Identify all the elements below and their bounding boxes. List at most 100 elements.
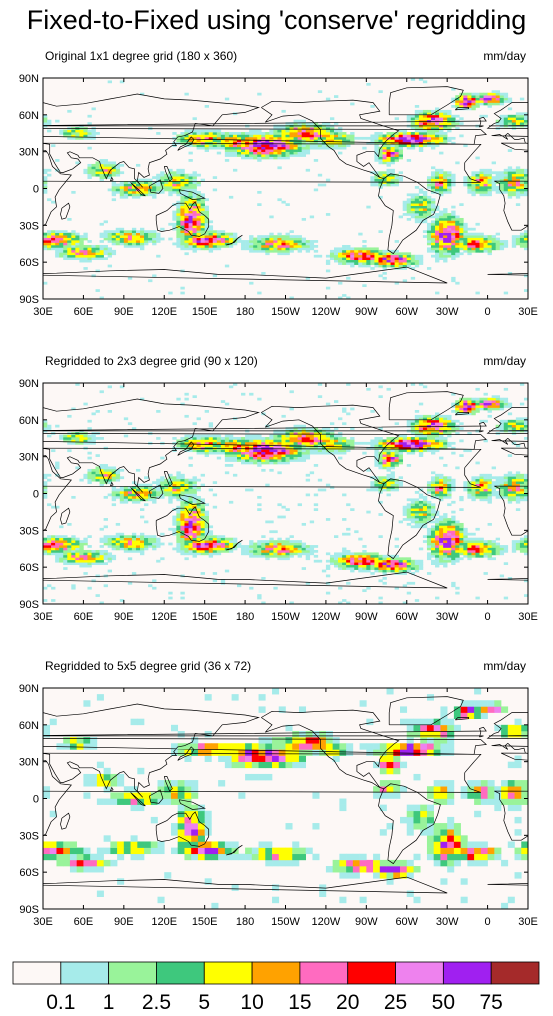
precip-cell	[386, 149, 391, 152]
precip-cell	[257, 151, 262, 155]
precip-cell	[305, 554, 311, 558]
precip-cell	[350, 139, 355, 143]
precip-cell	[172, 215, 177, 219]
precip-cell	[261, 554, 266, 558]
precip-cell	[487, 190, 492, 194]
precip-cell	[499, 574, 505, 578]
precip-cell	[75, 466, 80, 470]
precip-cell	[200, 203, 205, 206]
precip-cell	[503, 168, 509, 172]
precip-cell	[71, 537, 76, 541]
precip-cell	[422, 498, 428, 502]
precip-cell	[228, 542, 234, 546]
precip-cell	[523, 491, 528, 494]
precip-cell	[374, 254, 379, 258]
precip-cell	[334, 446, 339, 450]
precip-cell	[491, 542, 496, 546]
precip-cell	[208, 136, 214, 140]
precip-cell	[443, 109, 448, 113]
precip-cell	[192, 549, 197, 553]
precip-cell	[402, 444, 408, 448]
precip-cell	[378, 557, 383, 561]
precip-cell	[216, 144, 222, 148]
precip-cell	[249, 247, 254, 251]
precip-cell	[172, 190, 177, 194]
precip-cell	[471, 188, 476, 192]
precip-cell	[439, 549, 444, 553]
precip-cell	[406, 136, 412, 140]
y-tick-label: 30N	[19, 147, 39, 159]
precip-cell	[402, 129, 408, 133]
precip-cell	[293, 449, 298, 453]
precip-cell	[447, 190, 452, 194]
precip-cell	[431, 476, 436, 480]
precip-cell	[515, 508, 521, 511]
precip-cell	[503, 491, 509, 494]
precip-cell	[135, 491, 141, 494]
precip-cell	[443, 230, 448, 233]
precip-cell	[382, 176, 387, 179]
precip-cell	[289, 540, 294, 543]
precip-cell	[188, 510, 193, 514]
precip-cell	[374, 461, 379, 465]
precip-cell	[176, 471, 181, 475]
precip-cell	[103, 230, 108, 233]
precip-cell	[443, 222, 448, 226]
precip-cell	[208, 535, 214, 538]
precip-cell	[483, 495, 488, 499]
precip-cell	[338, 144, 343, 148]
precip-cell	[204, 244, 210, 248]
precip-cell	[180, 488, 185, 492]
precip-cell	[467, 532, 472, 536]
precip-cell	[59, 244, 64, 248]
precip-cell	[47, 549, 52, 553]
precip-cell	[47, 247, 52, 251]
precip-cell	[208, 542, 214, 546]
precip-cell	[447, 488, 452, 492]
precip-cell	[354, 554, 359, 558]
precip-cell	[119, 488, 125, 492]
precip-cell	[447, 503, 452, 507]
precip-cell	[410, 203, 416, 206]
precip-cell	[43, 491, 48, 494]
precip-cell	[172, 217, 177, 221]
precip-cell	[309, 451, 315, 455]
precip-cell	[51, 244, 56, 248]
precip-cell	[467, 537, 472, 541]
precip-cell	[123, 547, 129, 551]
precip-cell	[176, 240, 181, 243]
precip-cell	[507, 471, 513, 475]
precip-cell	[406, 198, 412, 202]
precip-cell	[285, 508, 290, 511]
precip-cell	[426, 232, 432, 236]
precip-cell	[176, 491, 181, 494]
precip-cell	[103, 525, 108, 529]
precip-cell	[228, 449, 234, 453]
precip-cell	[451, 554, 456, 558]
precip-cell	[265, 454, 270, 457]
precip-cell	[220, 540, 226, 543]
precip-cell	[370, 559, 375, 563]
precip-cell	[463, 222, 468, 226]
precip-cell	[350, 259, 355, 263]
precip-cell	[382, 569, 387, 573]
precip-cell	[467, 493, 472, 497]
precip-cell	[447, 109, 452, 113]
precip-cell	[447, 537, 452, 541]
precip-cell	[184, 557, 189, 561]
precip-cell	[257, 235, 262, 238]
precip-cell	[59, 129, 64, 133]
precip-cell	[224, 141, 230, 145]
precip-cell	[334, 257, 339, 261]
precip-cell	[439, 213, 444, 216]
precip-cell	[192, 500, 197, 504]
precip-cell	[515, 176, 521, 179]
precip-cell	[519, 537, 525, 541]
precip-cell	[43, 235, 48, 238]
precip-cell	[257, 596, 262, 600]
precip-cell	[418, 129, 424, 133]
precip-cell	[152, 195, 157, 199]
precip-cell	[265, 151, 270, 155]
precip-cell	[418, 513, 424, 516]
precip-cell	[119, 171, 125, 175]
